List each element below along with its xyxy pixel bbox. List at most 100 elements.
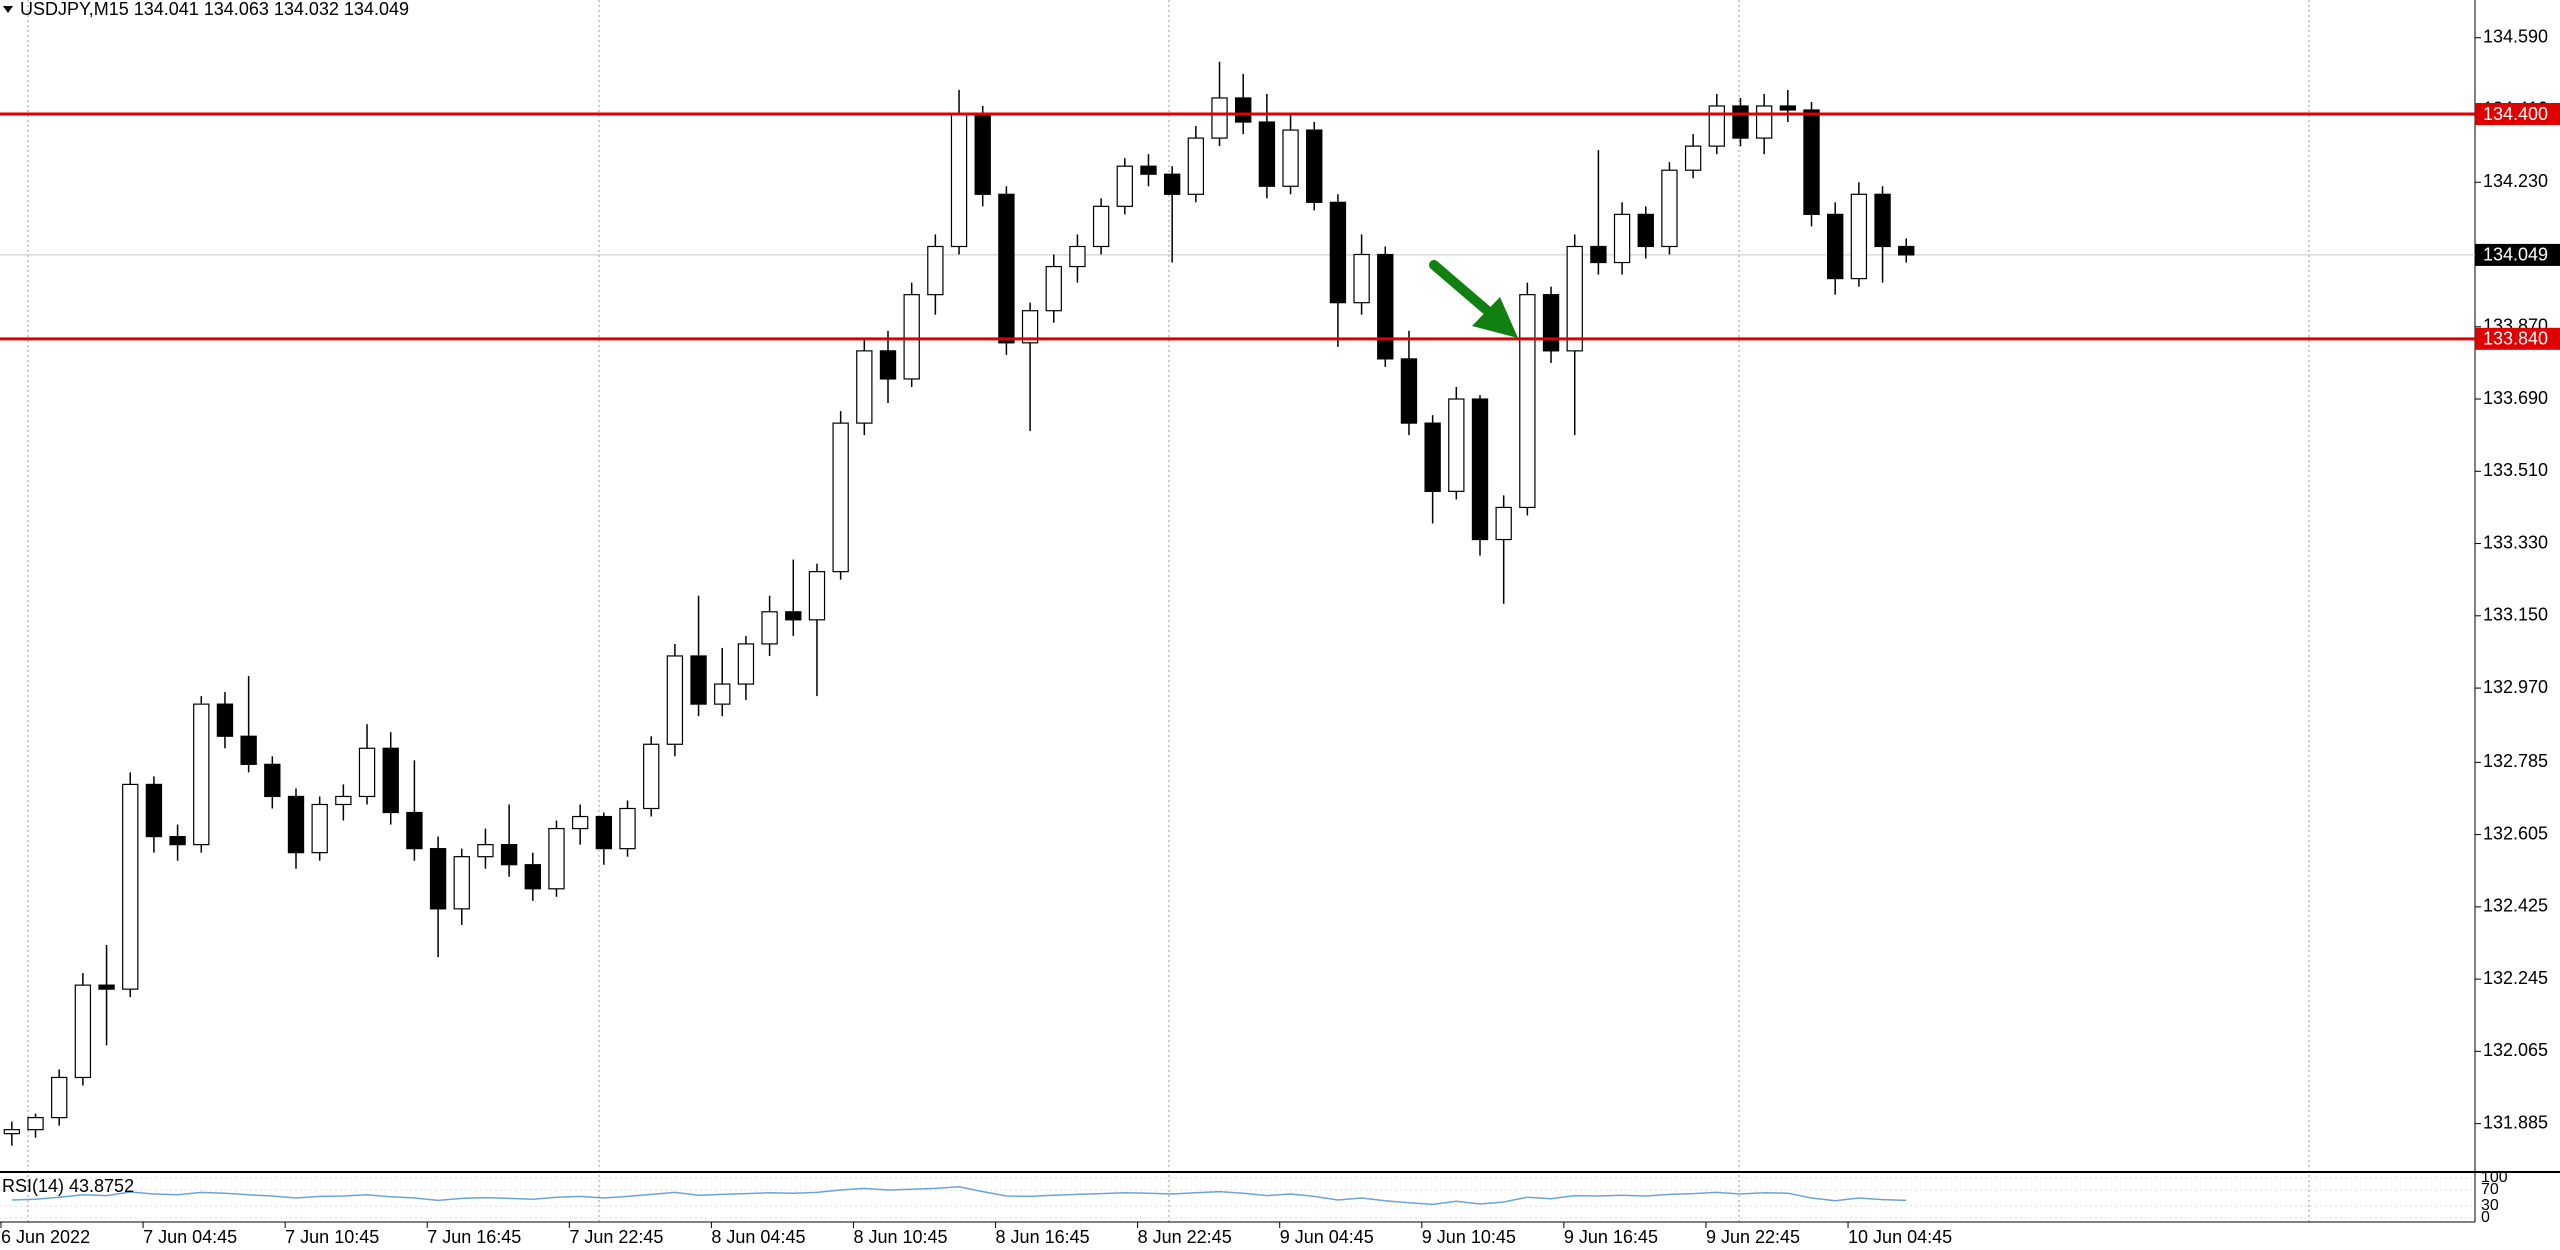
candle-body — [1424, 422, 1441, 492]
y-tick-label: 133.330 — [2483, 532, 2548, 552]
candle-body — [1448, 398, 1465, 492]
candle-body — [429, 848, 447, 910]
candle-body — [1779, 105, 1797, 111]
x-tick-label: 7 Jun 16:45 — [427, 1227, 521, 1247]
arrow-head — [1472, 297, 1518, 338]
candle-body — [311, 803, 328, 854]
candle-body — [927, 245, 944, 296]
x-tick-label: 8 Jun 16:45 — [996, 1227, 1090, 1247]
x-tick-label: 7 Jun 22:45 — [569, 1227, 663, 1247]
y-tick-label: 132.245 — [2483, 968, 2548, 988]
candle-body — [1661, 169, 1678, 248]
y-tick-label: 131.885 — [2483, 1112, 2548, 1132]
candle-body — [785, 611, 802, 621]
candle-body — [1637, 213, 1654, 248]
arrow-shaft — [1429, 260, 1495, 318]
level-label: 134.400 — [2483, 104, 2548, 124]
candle-body — [690, 655, 707, 705]
candle-body — [1850, 193, 1868, 280]
candle-body — [1708, 105, 1725, 147]
candle-body — [714, 683, 731, 705]
candle-body — [643, 743, 660, 810]
level-label-bg — [2475, 103, 2560, 126]
y-tick-label: 133.510 — [2483, 460, 2548, 480]
x-tick-label: 8 Jun 22:45 — [1138, 1227, 1232, 1247]
x-tick-label: 9 Jun 16:45 — [1564, 1227, 1658, 1247]
candle-body — [477, 844, 494, 858]
candle-body — [3, 1129, 21, 1135]
candle-body — [1827, 213, 1844, 280]
candle-body — [1542, 294, 1560, 352]
candle-body — [974, 113, 991, 195]
x-tick-label: 7 Jun 10:45 — [285, 1227, 379, 1247]
current-price-label-bg — [2475, 243, 2560, 266]
candle-body — [1258, 121, 1276, 187]
candle-body — [1803, 109, 1820, 215]
candle-body — [950, 113, 968, 248]
candle-body — [1211, 97, 1228, 139]
candle-body — [571, 815, 589, 830]
candle-body — [856, 350, 873, 424]
candle-body — [524, 864, 541, 890]
candle-body — [666, 655, 684, 745]
x-tick-label: 8 Jun 04:45 — [711, 1227, 805, 1247]
candle-body — [1353, 253, 1370, 304]
candle-body — [122, 783, 139, 990]
candle-body — [1045, 265, 1062, 312]
candle-body — [1755, 105, 1773, 139]
candle-body — [287, 795, 305, 854]
menu-triangle[interactable] — [3, 6, 13, 13]
candle-body — [1471, 398, 1489, 541]
candle-body — [1187, 137, 1205, 195]
x-tick-label: 7 Jun 04:45 — [143, 1227, 237, 1247]
rsi-tick-label: 0 — [2481, 1209, 2490, 1226]
rsi-tick-label: 100 — [2481, 1169, 2508, 1186]
rsi-line — [11, 1186, 1907, 1206]
y-tick-label: 134.230 — [2483, 171, 2548, 191]
candle-body — [1116, 165, 1133, 207]
candle-body — [1140, 165, 1157, 175]
candle-body — [1684, 145, 1702, 171]
candle-body — [145, 783, 163, 838]
x-tick-label: 10 Jun 04:45 — [1848, 1227, 1952, 1247]
y-tick-label: 132.785 — [2483, 751, 2548, 771]
candle-body — [1235, 97, 1252, 123]
candle-body — [548, 827, 565, 890]
candle-body — [1519, 294, 1536, 509]
candle-body — [98, 984, 115, 990]
candle-body — [500, 844, 518, 866]
candle-body — [406, 811, 423, 850]
candle-body — [193, 703, 210, 846]
chart-title: USDJPY,M15 134.041 134.063 134.032 134.0… — [20, 0, 409, 19]
candle-body — [51, 1076, 68, 1119]
candle-body — [27, 1117, 44, 1131]
candle-body — [1613, 213, 1631, 264]
candle-body — [1400, 358, 1418, 424]
level-label: 133.840 — [2483, 329, 2548, 349]
candle-body — [1092, 205, 1110, 248]
y-tick-label: 132.605 — [2483, 823, 2548, 843]
candle-body — [1329, 201, 1347, 304]
candle-body — [1282, 129, 1299, 187]
rsi-label: RSI(14) 43.8752 — [2, 1176, 134, 1196]
candle-body — [595, 815, 613, 850]
candle-body — [1566, 245, 1583, 352]
candle-body — [879, 350, 897, 380]
candle-body — [903, 294, 920, 380]
candle-body — [216, 703, 234, 737]
candle-body — [1732, 105, 1749, 139]
candle-body — [240, 735, 257, 765]
level-label-bg — [2475, 327, 2560, 350]
candle-body — [737, 643, 755, 685]
x-tick-label: 9 Jun 22:45 — [1706, 1227, 1800, 1247]
candle-body — [832, 422, 849, 573]
y-tick-label: 134.590 — [2483, 26, 2548, 46]
annotation-arrow — [1429, 260, 1518, 338]
candle-body — [998, 193, 1015, 344]
candle-body — [1069, 245, 1086, 268]
candle-body — [74, 984, 92, 1079]
y-tick-label: 132.425 — [2483, 896, 2548, 916]
candle-body — [1495, 506, 1512, 541]
candle-body — [1306, 129, 1323, 203]
